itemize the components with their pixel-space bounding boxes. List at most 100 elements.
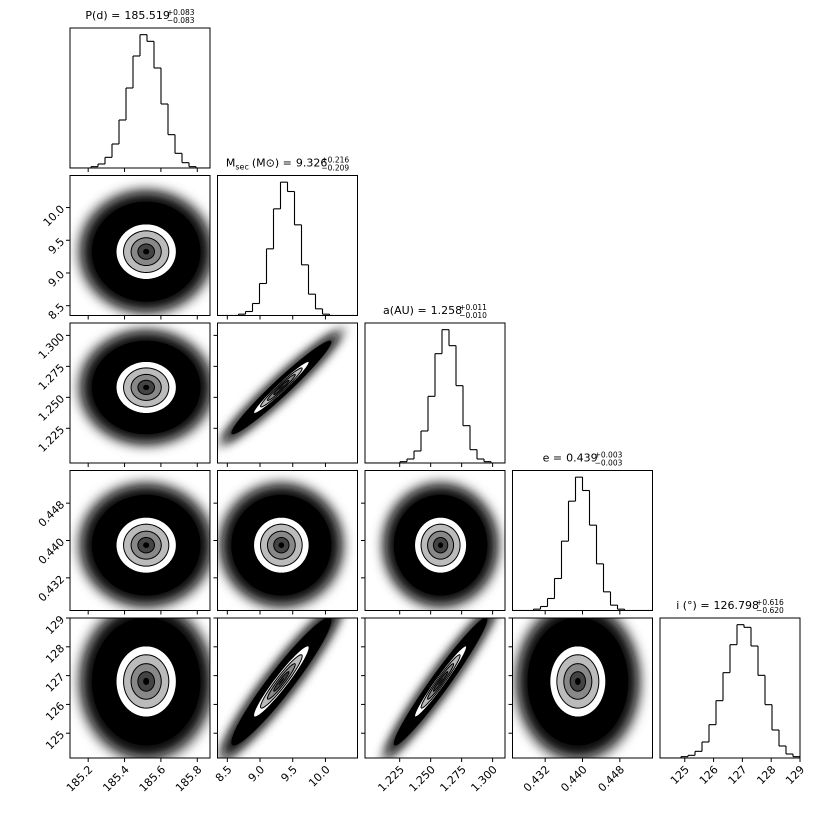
- panel: [75, 326, 210, 449]
- title-value: 126.798: [714, 599, 760, 612]
- panel: [70, 34, 210, 168]
- hist-connector: [237, 182, 331, 316]
- y-tick-label: 9.0: [46, 268, 68, 290]
- title-upper: +0.083: [167, 8, 195, 17]
- y-tick-label: 10.0: [41, 203, 68, 230]
- x-tick-label: 1.225: [375, 763, 406, 794]
- panel: [75, 186, 210, 316]
- median-point: [278, 542, 285, 548]
- panel: [512, 618, 644, 758]
- panel-frame: [69, 322, 211, 464]
- y-tick-label: 126: [43, 699, 67, 723]
- title-label: e =: [543, 452, 562, 465]
- panel-title: i (°) = 126.798+0.616−0.620: [676, 598, 784, 615]
- panel-title: e = 0.439+0.003−0.003: [543, 451, 623, 468]
- y-tick-label: 1.275: [36, 361, 67, 392]
- x-tick-label: 0.432: [521, 763, 552, 794]
- x-tick-label: 185.8: [173, 763, 204, 794]
- x-tick-label: 1.275: [437, 763, 468, 794]
- panel-frame: [69, 175, 211, 316]
- panel: [217, 181, 358, 316]
- title-lower: −0.209: [321, 164, 349, 173]
- y-tick-label: 127: [43, 671, 67, 695]
- x-tick-label: 8.5: [213, 763, 235, 785]
- median-point: [278, 384, 285, 391]
- y-tick-label: 0.440: [36, 536, 67, 567]
- x-tick-label: 0.440: [558, 763, 589, 794]
- y-tick-label: 0.448: [36, 498, 67, 529]
- title-label: a(AU) =: [383, 304, 427, 317]
- panel-frame: [659, 617, 801, 759]
- y-tick-label: 1.250: [36, 392, 67, 423]
- title-lower: −0.083: [167, 16, 195, 25]
- median-point: [143, 677, 150, 685]
- x-tick-label: 128: [754, 763, 778, 787]
- panel-frame: [217, 617, 358, 759]
- y-tick-label: 9.5: [46, 235, 68, 257]
- y-tick-label: 1.225: [36, 423, 67, 454]
- y-tick-label: 0.432: [36, 573, 67, 604]
- x-tick-label: 9.0: [246, 763, 268, 785]
- panel-title: P(d) = 185.519+0.083−0.083: [85, 8, 194, 25]
- x-tick-label: 9.5: [278, 763, 300, 785]
- hist-connector: [399, 329, 492, 463]
- panel-frame: [217, 175, 358, 316]
- title-label: P(d) =: [85, 9, 120, 22]
- panel-frame: [69, 617, 211, 759]
- x-tick-label: 126: [697, 763, 721, 787]
- y-tick-label: 1.300: [36, 330, 67, 361]
- x-tick-label: 0.448: [596, 763, 627, 794]
- x-tick-label: 185.6: [137, 763, 168, 794]
- panel-frame: [364, 322, 506, 464]
- title-main: i (°) = 126.798: [676, 599, 759, 612]
- x-tick-label: 185.4: [100, 763, 131, 794]
- panel-title: Msec (M⊙) = 9.326+0.216−0.209: [226, 156, 349, 173]
- title-label: i (°) =: [676, 599, 709, 612]
- title-lower: −0.003: [595, 459, 623, 468]
- panel: [75, 479, 210, 611]
- title-value: 9.326: [296, 157, 328, 170]
- panel: [217, 618, 342, 758]
- panel: [75, 618, 210, 758]
- panel: [365, 329, 505, 463]
- panel-frame: [512, 470, 653, 611]
- title-value: 185.519: [124, 9, 170, 22]
- title-upper: +0.216: [321, 156, 349, 165]
- panel: [380, 618, 496, 758]
- median-point: [437, 677, 444, 685]
- x-tick-label: 125: [668, 763, 692, 787]
- x-tick-label: 1.250: [406, 763, 437, 794]
- panel: [217, 479, 347, 611]
- title-main: a(AU) = 1.258: [383, 304, 462, 317]
- title-label: M: [226, 157, 236, 170]
- median-point: [575, 677, 581, 685]
- title-value: 0.439: [566, 452, 598, 465]
- title-label-unit: (M⊙) =: [252, 157, 292, 170]
- median-point: [143, 384, 150, 391]
- x-tick-label: 129: [783, 763, 807, 787]
- y-tick-label: 129: [43, 613, 67, 637]
- title-lower: −0.010: [459, 311, 487, 320]
- title-upper: +0.003: [595, 451, 623, 460]
- hist-connector: [90, 34, 197, 168]
- panel: [217, 326, 347, 449]
- panel-frame: [217, 322, 358, 464]
- y-tick-label: 8.5: [46, 301, 68, 323]
- y-tick-label: 128: [43, 642, 67, 666]
- title-upper: +0.011: [459, 303, 487, 312]
- panel-frame: [69, 27, 211, 169]
- x-tick-label: 1.300: [468, 763, 499, 794]
- title-main: P(d) = 185.519: [85, 9, 169, 22]
- median-point: [437, 542, 444, 548]
- title-value: 1.258: [431, 304, 463, 317]
- title-main: Msec (M⊙) = 9.326: [226, 157, 328, 172]
- x-tick-label: 10.0: [306, 763, 333, 790]
- y-tick-label: 125: [43, 728, 67, 752]
- panel: [660, 624, 800, 758]
- title-label-sub: sec: [235, 163, 249, 172]
- x-tick-label: 185.2: [64, 763, 95, 794]
- hist-connector: [680, 624, 800, 758]
- title-upper: +0.616: [756, 598, 784, 607]
- panel: [379, 479, 502, 611]
